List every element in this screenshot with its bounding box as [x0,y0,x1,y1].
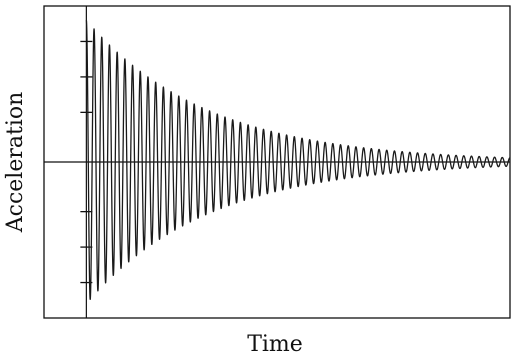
y-axis-label: Acceleration [3,92,28,234]
damped-oscillation-line [85,20,511,301]
x-axis-label: Time [247,332,303,357]
